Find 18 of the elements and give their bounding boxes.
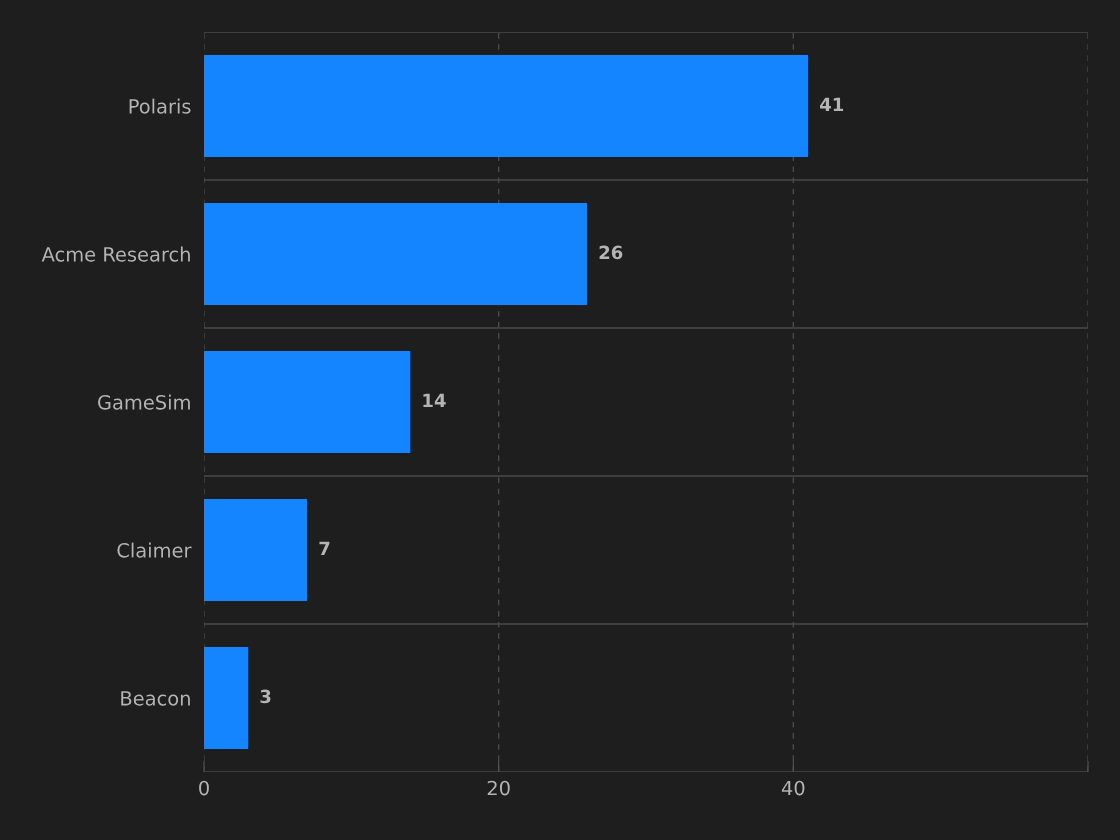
data-label: 7 — [319, 541, 330, 555]
x-tick-label: 20 — [487, 780, 510, 796]
data-label: 3 — [260, 689, 271, 704]
bar — [204, 202, 588, 306]
y-tick-label: Acme Research — [41, 246, 190, 262]
bar — [204, 646, 249, 750]
data-label: 26 — [599, 245, 623, 260]
x-tick-label: 0 — [199, 780, 209, 796]
y-tick-label: Claimer — [117, 542, 192, 558]
data-label: 41 — [819, 97, 844, 111]
y-tick-label: GameSim — [98, 394, 190, 410]
bar — [204, 350, 411, 454]
bar — [204, 54, 809, 158]
data-label: 14 — [423, 393, 446, 407]
y-tick-label: Polaris — [129, 98, 191, 114]
bar — [204, 498, 308, 602]
x-tick-label: 40 — [781, 780, 805, 796]
y-tick-label: Beacon — [121, 691, 190, 706]
